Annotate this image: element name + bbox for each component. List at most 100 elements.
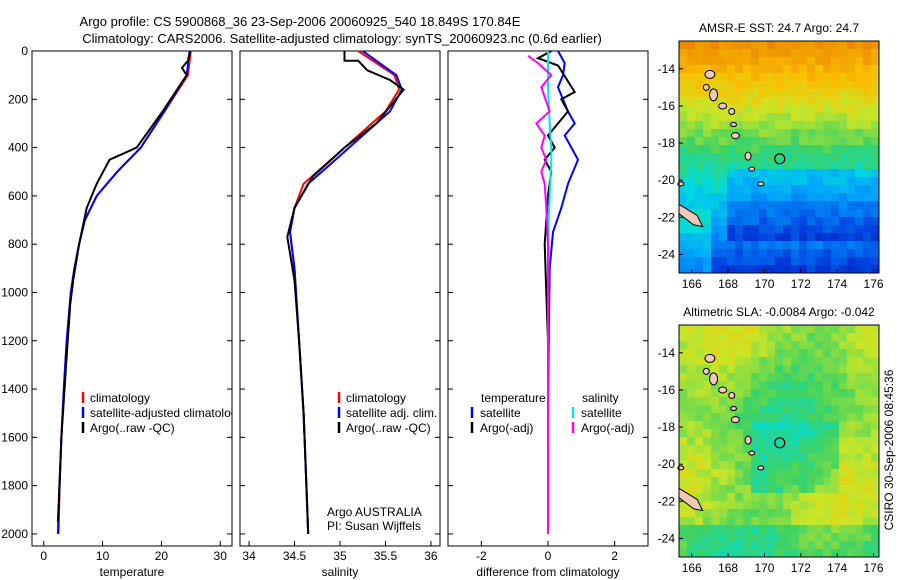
heatmap-cell <box>815 41 823 49</box>
heatmap-cell <box>735 405 743 413</box>
heatmap-cell <box>799 217 807 225</box>
heatmap-cell <box>727 145 735 153</box>
heatmap-cell <box>743 509 751 517</box>
heatmap-cell <box>775 225 783 233</box>
heatmap-cell <box>847 265 855 273</box>
series-line-satellite-adj-clim- <box>288 50 403 534</box>
heatmap-cell <box>823 461 831 469</box>
heatmap-cell <box>815 257 823 265</box>
heatmap-cell <box>759 89 767 97</box>
heatmap-cell <box>759 265 767 273</box>
heatmap-cell <box>855 193 863 201</box>
heatmap-cell <box>735 357 743 365</box>
heatmap-cell <box>775 241 783 249</box>
heatmap-cell <box>871 121 879 129</box>
heatmap-cell <box>847 185 855 193</box>
heatmap-cell <box>743 533 751 541</box>
heatmap-cell <box>871 469 879 477</box>
heatmap-cell <box>847 121 855 129</box>
heatmap-cell <box>679 121 687 129</box>
heatmap-cell <box>751 225 759 233</box>
heatmap-cell <box>767 153 775 161</box>
heatmap-cell <box>711 333 719 341</box>
title-line-1: Argo profile: CS 5900868_36 23-Sep-2006 … <box>80 14 521 29</box>
heatmap-cell <box>767 41 775 49</box>
heatmap-cell <box>855 137 863 145</box>
heatmap-cell <box>799 105 807 113</box>
heatmap-cell <box>703 145 711 153</box>
heatmap-cell <box>735 413 743 421</box>
heatmap-cell <box>855 265 863 273</box>
heatmap-cell <box>703 217 711 225</box>
heatmap-cell <box>687 41 695 49</box>
heatmap-cell <box>759 341 767 349</box>
heatmap-cell <box>799 373 807 381</box>
heatmap-cell <box>727 65 735 73</box>
title-line-2: Climatology: CARS2006. Satellite-adjuste… <box>82 31 602 46</box>
heatmap-cell <box>703 121 711 129</box>
heatmap-cell <box>823 65 831 73</box>
heatmap-cell <box>871 397 879 405</box>
y-tick-label: 400 <box>8 141 28 155</box>
x-tick-label: 172 <box>791 561 811 575</box>
heatmap-cell <box>687 429 695 437</box>
heatmap-cell <box>871 137 879 145</box>
y-tick-label: 1200 <box>1 334 28 348</box>
heatmap-cell <box>855 169 863 177</box>
heatmap-cell <box>863 41 871 49</box>
heatmap-cell <box>687 201 695 209</box>
heatmap-cell <box>767 397 775 405</box>
heatmap-cell <box>679 429 687 437</box>
heatmap-cell <box>855 177 863 185</box>
heatmap-cell <box>839 525 847 533</box>
heatmap-cell <box>855 225 863 233</box>
heatmap-cell <box>839 397 847 405</box>
timestamp-label: CSIRO 30-Sep-2006 08:45:36 <box>882 369 896 530</box>
heatmap-cell <box>751 525 759 533</box>
heatmap-cell <box>855 477 863 485</box>
x-tick-label: 166 <box>682 277 702 291</box>
heatmap-cell <box>799 145 807 153</box>
x-tick-label: 176 <box>864 277 884 291</box>
heatmap-cell <box>751 193 759 201</box>
heatmap-cell <box>735 97 743 105</box>
heatmap-cell <box>767 533 775 541</box>
heatmap-cell <box>791 405 799 413</box>
heatmap-cell <box>767 517 775 525</box>
heatmap-cell <box>855 153 863 161</box>
heatmap-cell <box>687 341 695 349</box>
island <box>757 181 765 187</box>
heatmap-cell <box>775 549 783 557</box>
heatmap-cell <box>743 105 751 113</box>
heatmap-cell <box>759 201 767 209</box>
heatmap-cell <box>815 413 823 421</box>
heatmap-cell <box>743 129 751 137</box>
heatmap-cell <box>839 169 847 177</box>
heatmap-cell <box>791 325 799 333</box>
heatmap-cell <box>679 145 687 153</box>
heatmap-cell <box>727 357 735 365</box>
heatmap-cell <box>735 325 743 333</box>
heatmap-cell <box>783 517 791 525</box>
heatmap-cell <box>751 445 759 453</box>
heatmap-cell <box>839 145 847 153</box>
heatmap-cell <box>743 485 751 493</box>
heatmap-cell <box>719 357 727 365</box>
heatmap-cell <box>799 185 807 193</box>
heatmap-cell <box>783 493 791 501</box>
heatmap-cell <box>775 461 783 469</box>
heatmap-cell <box>719 145 727 153</box>
heatmap-cell <box>695 397 703 405</box>
heatmap-cell <box>759 129 767 137</box>
heatmap-cell <box>831 153 839 161</box>
heatmap-cell <box>751 41 759 49</box>
heatmap-cell <box>775 541 783 549</box>
heatmap-cell <box>695 493 703 501</box>
heatmap-cell <box>695 413 703 421</box>
heatmap-cell <box>727 469 735 477</box>
heatmap-cell <box>847 193 855 201</box>
heatmap-cell <box>775 437 783 445</box>
heatmap-cell <box>783 397 791 405</box>
heatmap-cell <box>855 429 863 437</box>
heatmap-cell <box>807 105 815 113</box>
